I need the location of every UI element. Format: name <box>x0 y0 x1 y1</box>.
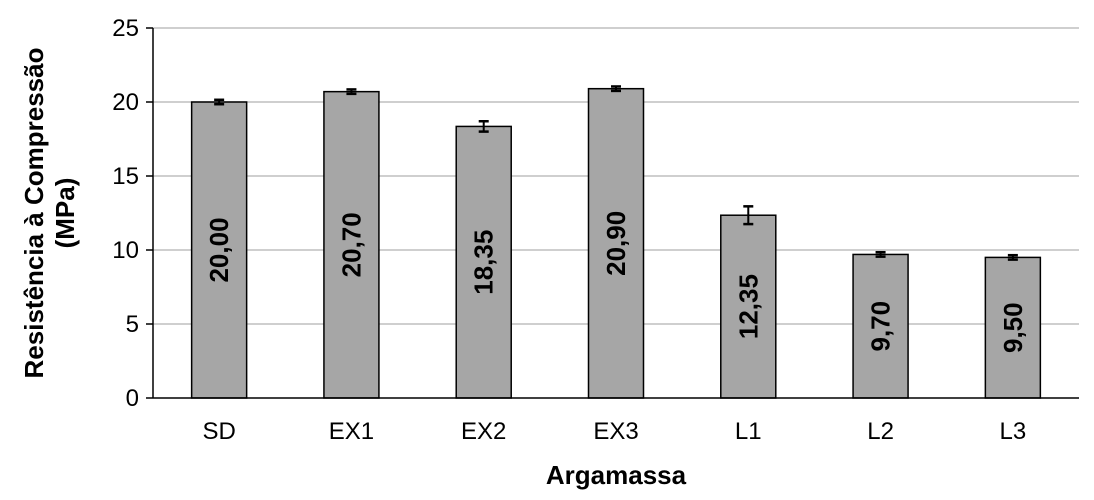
bar-l3 <box>984 256 1042 399</box>
y-axis-title-line-2: (MPa) <box>50 178 80 249</box>
y-tick-label: 15 <box>112 163 139 190</box>
y-tick-label: 20 <box>112 89 139 116</box>
bars <box>190 87 1042 399</box>
bar-sd <box>190 101 248 399</box>
y-axis-title-line-1: Resistência à Compressão <box>19 48 49 379</box>
x-tick-label: L1 <box>735 418 762 445</box>
x-tick-label: L2 <box>867 418 894 445</box>
axes <box>152 28 1079 399</box>
data-label: 20,00 <box>204 217 234 282</box>
y-tick-labels: 0 5 10 15 20 25 <box>112 15 153 412</box>
y-tick-label: 10 <box>112 237 139 264</box>
error-bar <box>478 119 489 133</box>
x-tick-label: SD <box>202 418 235 445</box>
x-axis-title: Argamassa <box>546 460 687 490</box>
x-tick-label: L3 <box>1000 418 1027 445</box>
x-tick-labels: SD EX1 EX2 EX3 L1 L2 L3 <box>202 418 1026 445</box>
x-tick-label: EX3 <box>593 418 638 445</box>
y-tick-label: 25 <box>112 15 139 42</box>
error-bar <box>346 88 357 96</box>
data-label: 9,70 <box>866 301 896 352</box>
error-bar <box>214 98 225 106</box>
y-axis-title: Resistência à Compressão (MPa) <box>19 48 80 379</box>
error-bar <box>743 205 754 226</box>
error-bar <box>611 85 621 93</box>
data-label: 20,70 <box>336 212 366 277</box>
y-tick-label: 5 <box>126 311 139 338</box>
data-label: 12,35 <box>733 274 763 339</box>
data-label: 18,35 <box>469 230 499 295</box>
x-tick-label: EX1 <box>329 418 374 445</box>
x-tick-label: EX2 <box>461 418 506 445</box>
error-bar <box>875 250 886 258</box>
error-bar <box>1007 253 1018 261</box>
error-bars <box>214 85 1018 261</box>
data-label: 20,90 <box>601 211 631 276</box>
y-tick-label: 0 <box>126 385 139 412</box>
data-label: 9,50 <box>998 302 1028 353</box>
data-labels: 20,00 20,70 18,35 20,90 12,35 9,70 9,50 <box>204 211 1028 353</box>
